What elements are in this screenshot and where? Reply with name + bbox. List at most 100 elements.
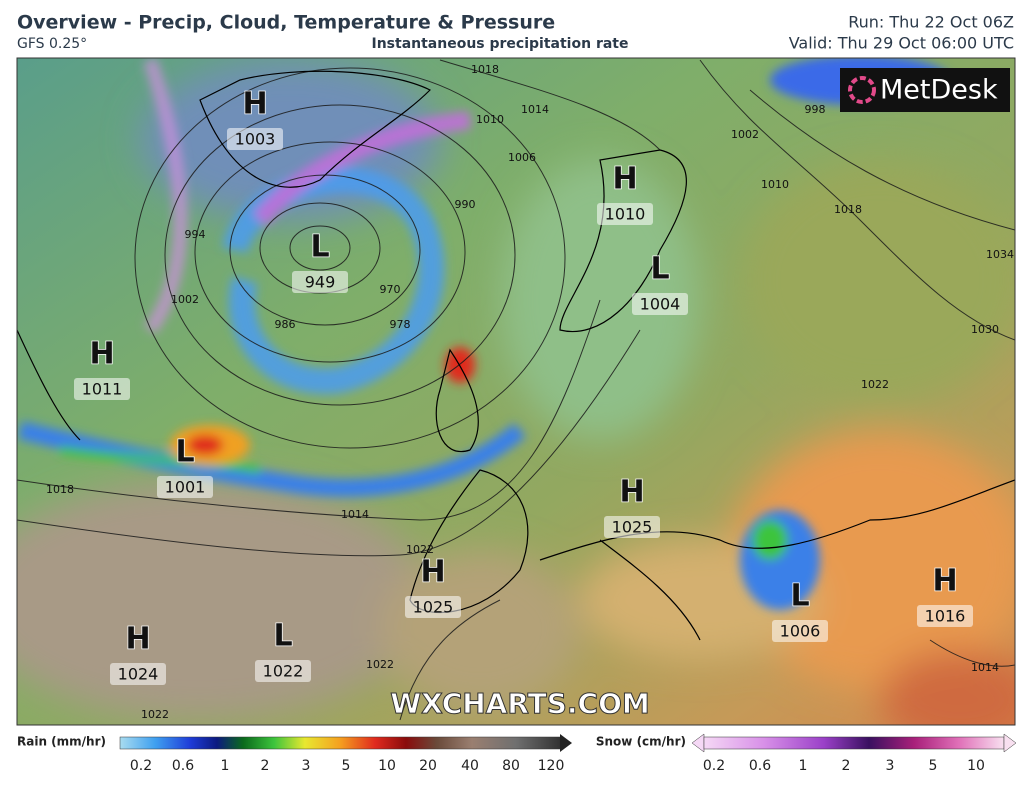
isobar-label: 1022	[861, 378, 889, 391]
rain-label: 5	[342, 758, 351, 774]
isobars	[17, 59, 1015, 721]
pressure-centers: H 1003 L 949 H 1011 L 1001 H 1010 L 1004 H 1025 H 1025 H…	[74, 86, 973, 685]
rain-label: 3	[302, 758, 311, 774]
isobar-label: 1002	[731, 128, 759, 141]
snow-title: Snow (cm/hr)	[596, 735, 686, 749]
map-border	[16, 57, 1016, 726]
center-value-box	[255, 660, 311, 682]
legend: Rain (mm/hr) Snow (cm/hr) 0.2 0.6 1 2 3 5 10 20…	[17, 733, 1017, 774]
isobar-label: 1022	[406, 543, 434, 556]
rain-label: 2	[261, 758, 270, 774]
isobar-label: 1014	[971, 661, 999, 674]
isobar-label: 990	[455, 198, 476, 211]
rain-label: 80	[502, 758, 520, 774]
center-value-box	[917, 605, 973, 627]
center-letter: L	[650, 252, 669, 287]
rain-label: 120	[538, 758, 565, 774]
logo-text: MetDesk	[880, 75, 998, 106]
snow-label: 5	[929, 758, 938, 774]
center-value: 1025	[612, 518, 653, 537]
isobar-label: 1018	[834, 203, 862, 216]
center-letter: L	[273, 619, 292, 654]
map: 1018 1014 1010 1006 994 1002 986 978 970 990 1018 1…	[17, 58, 1015, 725]
center-letter: H	[619, 475, 644, 510]
snow-arrow-left	[691, 733, 705, 753]
center-value: 1024	[118, 665, 159, 684]
isobar-label: 1034	[986, 248, 1014, 261]
center-value: 1025	[413, 598, 454, 617]
center-letter: H	[89, 337, 114, 372]
logo: MetDesk	[840, 68, 1010, 112]
center-letter: L	[310, 230, 329, 265]
center-value-box	[405, 596, 461, 618]
center-value-box	[632, 293, 688, 315]
snow-label: 10	[967, 758, 985, 774]
run: Run: Thu 22 Oct 06Z	[848, 13, 1014, 32]
model: GFS 0.25°	[17, 36, 87, 52]
title: Overview - Precip, Cloud, Temperature & …	[17, 12, 555, 34]
isobar-label: 1014	[521, 103, 549, 116]
center-value-box	[110, 663, 166, 685]
isobar-label: 1006	[508, 151, 536, 164]
center-value: 1016	[925, 607, 966, 626]
isobar-label: 1030	[971, 323, 999, 336]
center-value-box	[597, 203, 653, 225]
rain-label: 0.2	[130, 758, 152, 774]
rain-label: 40	[461, 758, 479, 774]
center-value: 1011	[82, 380, 123, 399]
snow-label: 0.6	[749, 758, 771, 774]
rain-label: 10	[378, 758, 396, 774]
center-letter: L	[790, 579, 809, 614]
center-letter: H	[242, 87, 267, 122]
legend-labels: 0.2 0.6 1 2 3 5 10 20 40 80 120 0.2 0.6 1 2 3 5 10	[130, 758, 985, 774]
header: Overview - Precip, Cloud, Temperature & …	[17, 12, 1014, 53]
center-letter: H	[612, 162, 637, 197]
center-value: 1003	[235, 130, 276, 149]
isobar-label: 1022	[141, 708, 169, 721]
center-value-box	[157, 476, 213, 498]
center-letter: H	[125, 622, 150, 657]
center-letter: H	[420, 555, 445, 590]
logo-icon	[848, 76, 876, 104]
snow-label: 2	[842, 758, 851, 774]
center-value-box	[74, 378, 130, 400]
isobar-label: 978	[390, 318, 411, 331]
rain-colorbar	[119, 736, 561, 750]
valid: Valid: Thu 29 Oct 06:00 UTC	[789, 34, 1014, 53]
rain-label: 20	[419, 758, 437, 774]
center-value-box	[604, 516, 660, 538]
isobar-label: 1010	[476, 113, 504, 126]
center-value: 1010	[605, 205, 646, 224]
rain-label: 1	[221, 758, 230, 774]
snow-label: 0.2	[703, 758, 725, 774]
snow-colorbar	[703, 736, 1005, 750]
isobar-label: 1018	[471, 63, 499, 76]
center-value-box	[772, 620, 828, 642]
center-value: 1004	[640, 295, 681, 314]
center-value: 1001	[165, 478, 206, 497]
isobar-label: 1002	[171, 293, 199, 306]
isobar-label: 998	[805, 103, 826, 116]
isobar-label: 1022	[366, 658, 394, 671]
rain-label: 0.6	[172, 758, 194, 774]
center-value: 1006	[780, 622, 821, 641]
snow-arrow-right	[1003, 733, 1017, 753]
snow-label: 1	[799, 758, 808, 774]
rain-arrow	[560, 734, 572, 752]
isobar-label: 1010	[761, 178, 789, 191]
isobar-label: 1018	[46, 483, 74, 496]
isobar-label: 994	[185, 228, 206, 241]
rain-title: Rain (mm/hr)	[17, 735, 106, 749]
watermark: WXCHARTS.COM	[390, 687, 650, 720]
center-letter: H	[932, 564, 957, 599]
center-letter: L	[175, 435, 194, 470]
center-value-box	[227, 128, 283, 150]
snow-label: 3	[886, 758, 895, 774]
isobar-label: 986	[275, 318, 296, 331]
isobar-label: 970	[380, 283, 401, 296]
isobar-labels: 1018 1014 1010 1006 994 1002 986 978 970 990 1018 1…	[46, 63, 1014, 721]
logo-box	[840, 68, 1010, 112]
center-value-box	[292, 271, 348, 293]
center-value: 1022	[263, 662, 304, 681]
